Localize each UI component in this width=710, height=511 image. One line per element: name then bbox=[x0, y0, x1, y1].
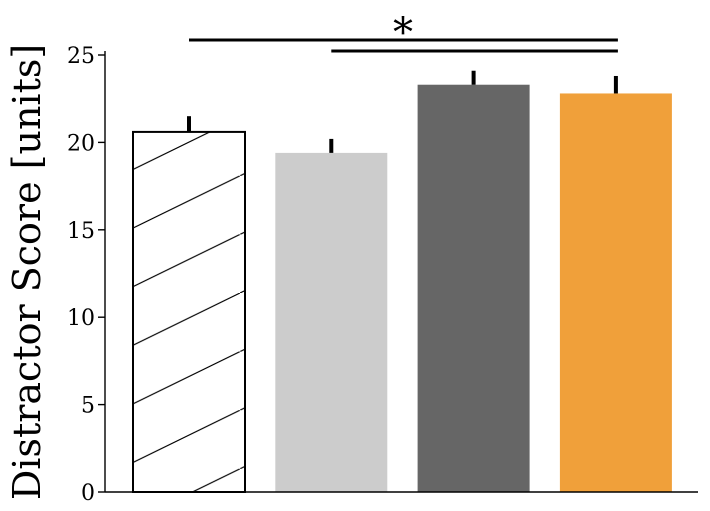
bar-2 bbox=[275, 152, 388, 492]
y-tick-label-25: 25 bbox=[67, 44, 95, 69]
bars-layer bbox=[132, 70, 672, 494]
y-tick-label-5: 5 bbox=[81, 394, 95, 419]
bar-3 bbox=[417, 84, 530, 492]
y-axis-label: Distractor Score [units] bbox=[5, 44, 49, 500]
significance-layer: * bbox=[189, 10, 618, 56]
y-tick-label-0: 0 bbox=[81, 481, 95, 506]
y-tick-label-15: 15 bbox=[67, 219, 95, 244]
bar-1-hatch bbox=[132, 130, 246, 494]
y-tick-label-10: 10 bbox=[67, 306, 95, 331]
axes-layer: 0 5 10 15 20 25 bbox=[67, 44, 698, 506]
y-tick-label-20: 20 bbox=[67, 131, 95, 156]
significance-star: * bbox=[393, 10, 413, 56]
bar-4 bbox=[559, 93, 672, 493]
